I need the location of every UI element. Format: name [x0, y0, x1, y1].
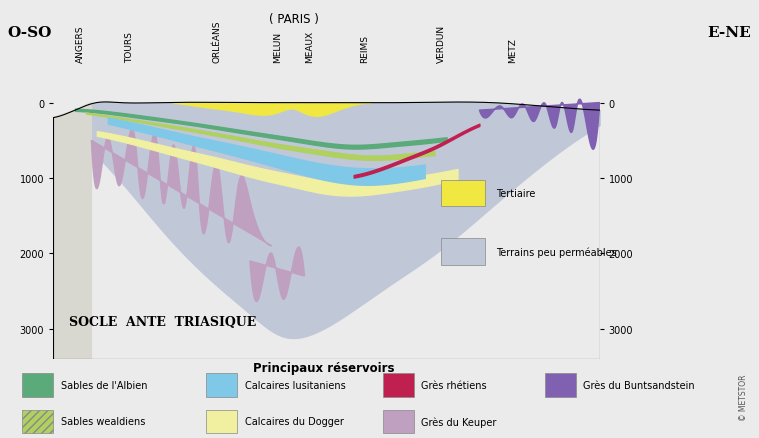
Text: Terrains peu perméables: Terrains peu perméables: [496, 247, 616, 257]
Text: Grès du Buntsandstein: Grès du Buntsandstein: [584, 380, 695, 390]
Text: © METSTOR: © METSTOR: [739, 374, 748, 420]
Bar: [22, 373, 53, 397]
Text: Grès du Keuper: Grès du Keuper: [421, 416, 496, 427]
Text: MELUN: MELUN: [272, 32, 282, 63]
Text: Calcaires lusitaniens: Calcaires lusitaniens: [244, 380, 345, 390]
Text: SOCLE  ANTE  TRIASIQUE: SOCLE ANTE TRIASIQUE: [69, 315, 256, 328]
Text: ( PARIS ): ( PARIS ): [269, 13, 319, 26]
Text: VERDUN: VERDUN: [436, 25, 446, 63]
Text: Grès rhétiens: Grès rhétiens: [421, 380, 487, 390]
Polygon shape: [91, 130, 272, 246]
Bar: [206, 410, 238, 433]
Text: ORLÉANS: ORLÉANS: [213, 20, 222, 63]
Polygon shape: [480, 100, 600, 150]
Text: Calcaires du Dogger: Calcaires du Dogger: [244, 417, 344, 427]
Bar: [383, 410, 414, 433]
Text: TOURS: TOURS: [125, 32, 134, 63]
Polygon shape: [53, 103, 91, 359]
Text: Tertiaire: Tertiaire: [496, 188, 535, 198]
Text: O-SO: O-SO: [8, 26, 52, 40]
Bar: [206, 373, 238, 397]
Text: Sables wealdiens: Sables wealdiens: [61, 417, 145, 427]
Text: E-NE: E-NE: [707, 26, 751, 40]
Bar: [545, 373, 576, 397]
Polygon shape: [250, 247, 304, 302]
Text: Sables de l'Albien: Sables de l'Albien: [61, 380, 147, 390]
Text: METZ: METZ: [508, 38, 517, 63]
FancyBboxPatch shape: [441, 180, 485, 207]
FancyBboxPatch shape: [441, 239, 485, 265]
Bar: [22, 410, 53, 433]
Text: MEAUX: MEAUX: [305, 31, 314, 63]
Text: Principaux réservoirs: Principaux réservoirs: [254, 361, 395, 374]
Bar: [383, 373, 414, 397]
Text: ANGERS: ANGERS: [76, 25, 85, 63]
Text: REIMS: REIMS: [360, 35, 369, 63]
